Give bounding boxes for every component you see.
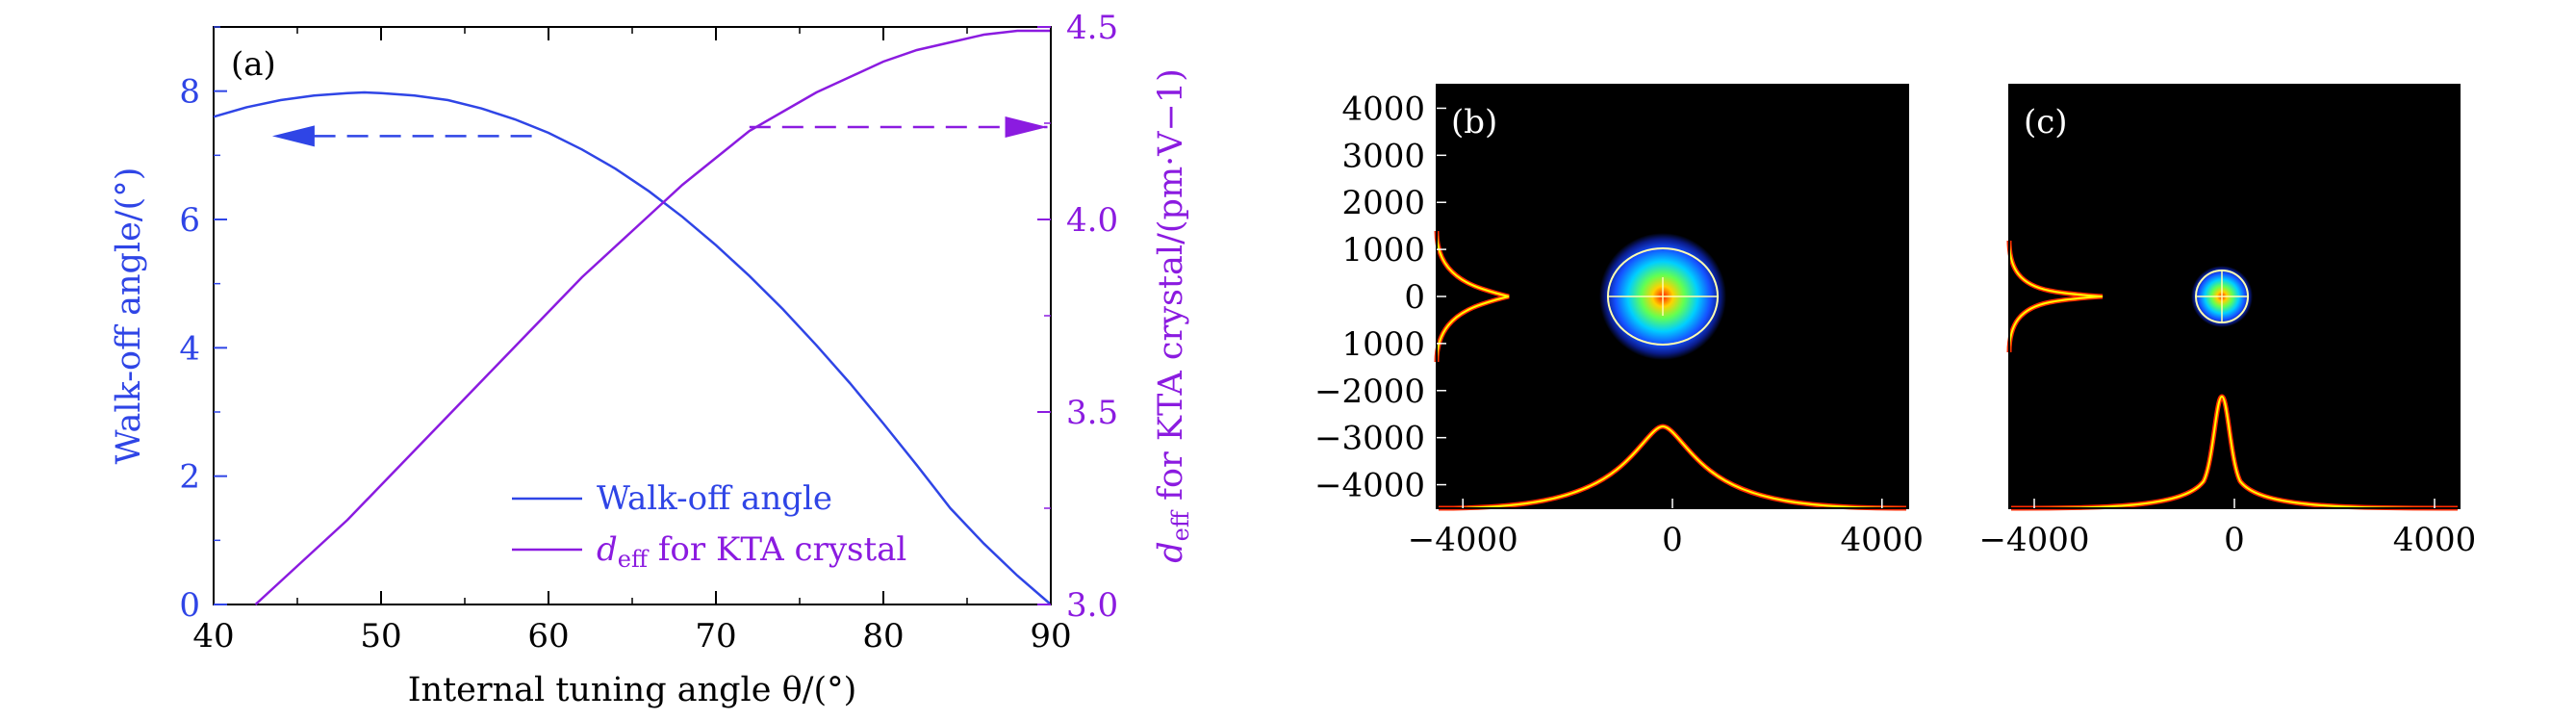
x-axis-title: Internal tuning angle θ/(°) bbox=[408, 671, 857, 709]
profile-vertical-inner bbox=[1436, 230, 1510, 363]
left-y-tick-label: 6 bbox=[179, 201, 200, 240]
right-y-axis-title-d: d bbox=[1152, 541, 1190, 562]
panel-b-x-axis: −4000 0 4000 bbox=[1408, 499, 1924, 559]
beam-profile-b: (b) 4000 3000 2000 1000 0 1000 −2000 −3000 −4000… bbox=[1314, 84, 1924, 559]
x-tick-label: 60 bbox=[527, 617, 569, 656]
x-tick-label: 0 bbox=[2224, 521, 2245, 559]
x-tick-label: 80 bbox=[862, 617, 904, 656]
y-tick-label: −2000 bbox=[1314, 373, 1425, 411]
x-tick-label: 4000 bbox=[2393, 521, 2477, 559]
panel-label-c: (c) bbox=[2024, 103, 2068, 141]
left-y-axis: 0 2 4 6 8 bbox=[179, 26, 227, 625]
series-layer bbox=[213, 29, 1052, 605]
right-y-axis-title-rest: for KTA crystal/(pm·V−1) bbox=[1152, 68, 1190, 511]
y-tick-label: 4000 bbox=[1341, 90, 1425, 128]
y-tick-label: 1000 bbox=[1341, 231, 1425, 270]
plot-frame bbox=[213, 26, 1052, 605]
left-y-tick-label: 2 bbox=[179, 458, 200, 497]
y-tick-label: −4000 bbox=[1314, 467, 1425, 505]
y-tick-label: 1000 bbox=[1341, 325, 1425, 364]
beam-profile-c: (c) −4000 0 4000 bbox=[1978, 84, 2476, 559]
arrow-right-head bbox=[1005, 116, 1048, 138]
series-deff-line bbox=[254, 29, 1051, 605]
profile-horizontal-inner bbox=[2010, 395, 2459, 509]
legend-deff-rest: for KTA crystal bbox=[648, 530, 906, 569]
legend-label-walkoff: Walk-off angle bbox=[597, 479, 832, 518]
legend-label-deff: deff for KTA crystal bbox=[597, 530, 906, 573]
annotation-layer bbox=[271, 116, 1048, 147]
arrow-left-head bbox=[271, 125, 315, 147]
right-y-axis-title: deff for KTA crystal/(pm·V−1) bbox=[1152, 68, 1194, 563]
x-axis: 40 50 60 70 80 90 bbox=[192, 27, 1072, 656]
plot-background bbox=[213, 26, 1052, 605]
legend: Walk-off angle deff for KTA crystal bbox=[512, 479, 906, 573]
left-y-tick-label: 4 bbox=[179, 329, 200, 368]
x-tick-label: 40 bbox=[192, 617, 234, 656]
profile-horizontal-inner bbox=[1438, 424, 1907, 509]
left-y-axis-title: Walk-off angle/(°) bbox=[110, 167, 148, 465]
walkoff-deff-chart: 40 50 60 70 80 90 0 2 4 6 8 3.0 3.5 4.0 4.5 (a) Inte… bbox=[110, 9, 1194, 709]
profile-vertical-inner bbox=[2008, 240, 2104, 353]
x-tick-label: 4000 bbox=[1841, 521, 1925, 559]
panel-c-x-axis: −4000 0 4000 bbox=[1978, 499, 2476, 559]
x-tick-label: 70 bbox=[695, 617, 736, 656]
left-y-tick-label: 0 bbox=[179, 586, 200, 625]
x-tick-label: −4000 bbox=[1978, 521, 2089, 559]
x-tick-label: −4000 bbox=[1408, 521, 1518, 559]
legend-deff-d: d bbox=[597, 530, 618, 569]
x-tick-label: 0 bbox=[1662, 521, 1683, 559]
x-tick-label: 50 bbox=[360, 617, 401, 656]
right-y-axis-title-sub: eff bbox=[1167, 509, 1194, 541]
y-tick-label: −3000 bbox=[1314, 420, 1425, 458]
right-y-tick-label: 3.0 bbox=[1066, 586, 1118, 625]
series-walkoff-line bbox=[213, 90, 1052, 605]
panel-label-b: (b) bbox=[1451, 103, 1497, 141]
y-tick-label: 0 bbox=[1404, 278, 1425, 317]
panel-label-a: (a) bbox=[231, 45, 276, 84]
y-tick-label: 3000 bbox=[1341, 137, 1425, 175]
legend-deff-sub: eff bbox=[618, 546, 650, 573]
right-y-axis: 3.0 3.5 4.0 4.5 bbox=[1037, 9, 1118, 625]
left-y-tick-label: 8 bbox=[179, 73, 200, 112]
right-y-tick-label: 4.0 bbox=[1066, 201, 1118, 240]
y-tick-label: 2000 bbox=[1341, 184, 1425, 222]
right-y-tick-label: 3.5 bbox=[1066, 394, 1118, 432]
x-tick-label: 90 bbox=[1030, 617, 1071, 656]
panel-b-y-axis: 4000 3000 2000 1000 0 1000 −2000 −3000 −4000 bbox=[1314, 90, 1446, 505]
right-y-tick-label: 4.5 bbox=[1066, 9, 1118, 47]
